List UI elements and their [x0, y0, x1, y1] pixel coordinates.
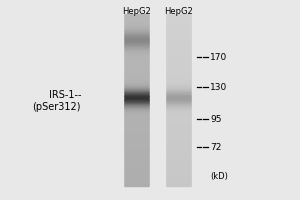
Text: 95: 95 — [210, 114, 221, 123]
Text: IRS-1--: IRS-1-- — [49, 90, 81, 100]
Text: HepG2: HepG2 — [122, 7, 151, 16]
Text: (pSer312): (pSer312) — [32, 102, 81, 112]
Text: 130: 130 — [210, 82, 227, 92]
Text: (kD): (kD) — [210, 171, 228, 180]
Text: HepG2: HepG2 — [164, 7, 193, 16]
Text: 170: 170 — [210, 52, 227, 62]
Text: 72: 72 — [210, 142, 221, 152]
